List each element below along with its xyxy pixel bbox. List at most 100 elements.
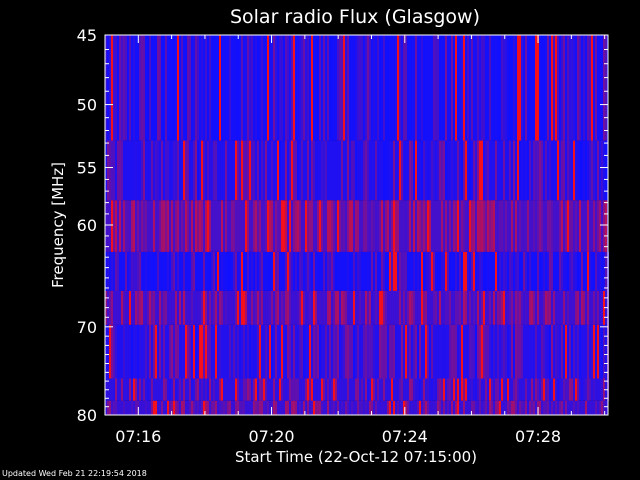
heatmap-cell bbox=[197, 400, 199, 415]
heatmap-cell bbox=[371, 378, 373, 401]
heatmap-cell bbox=[455, 200, 457, 252]
heatmap-cell bbox=[239, 140, 241, 201]
heatmap-cell bbox=[347, 35, 349, 141]
heatmap-cell bbox=[217, 251, 219, 291]
heatmap-cell bbox=[127, 200, 129, 252]
heatmap-cell bbox=[327, 290, 329, 325]
heatmap-cell bbox=[393, 324, 395, 379]
heatmap-cell bbox=[503, 251, 505, 291]
heatmap-cell bbox=[489, 200, 491, 252]
heatmap-cell bbox=[501, 378, 503, 401]
heatmap-cell bbox=[367, 35, 369, 141]
heatmap-cell bbox=[405, 35, 407, 141]
heatmap-cell bbox=[305, 378, 307, 401]
heatmap-cell bbox=[357, 35, 359, 141]
heatmap-cell bbox=[581, 290, 583, 325]
heatmap-cell bbox=[281, 35, 283, 141]
heatmap-cell bbox=[229, 324, 231, 379]
heatmap-cell bbox=[589, 251, 591, 291]
heatmap-cell bbox=[319, 290, 321, 325]
heatmap-cell bbox=[333, 324, 335, 379]
heatmap-cell bbox=[139, 378, 141, 401]
heatmap-cell bbox=[267, 324, 269, 379]
heatmap-cell bbox=[403, 200, 405, 252]
heatmap-cell bbox=[153, 140, 155, 201]
heatmap-cell bbox=[239, 324, 241, 379]
heatmap-cell bbox=[569, 324, 571, 379]
heatmap-cell bbox=[157, 251, 159, 291]
heatmap-cell bbox=[481, 35, 483, 141]
heatmap-cell bbox=[453, 378, 455, 401]
heatmap-cell bbox=[133, 35, 135, 141]
heatmap-cell bbox=[391, 251, 393, 291]
heatmap-cell bbox=[417, 324, 419, 379]
heatmap-cell bbox=[109, 400, 111, 415]
heatmap-cell bbox=[187, 324, 189, 379]
heatmap-cell bbox=[425, 251, 427, 291]
heatmap-cell bbox=[485, 400, 487, 415]
heatmap-cell bbox=[455, 378, 457, 401]
heatmap-cell bbox=[263, 400, 265, 415]
heatmap-cell bbox=[491, 140, 493, 201]
heatmap-cell bbox=[195, 378, 197, 401]
heatmap-cell bbox=[283, 200, 285, 252]
heatmap-cell bbox=[443, 251, 445, 291]
heatmap-cell bbox=[595, 400, 597, 415]
heatmap-cell bbox=[581, 378, 583, 401]
heatmap-cell bbox=[119, 290, 121, 325]
heatmap-cell bbox=[565, 140, 567, 201]
heatmap-cell bbox=[275, 400, 277, 415]
heatmap-cell bbox=[593, 378, 595, 401]
heatmap-cell bbox=[485, 140, 487, 201]
heatmap-cell bbox=[213, 378, 215, 401]
heatmap-cell bbox=[419, 378, 421, 401]
heatmap-cell bbox=[365, 378, 367, 401]
heatmap-cell bbox=[143, 35, 145, 141]
heatmap-cell bbox=[567, 200, 569, 252]
heatmap-cell bbox=[561, 324, 563, 379]
heatmap-cell bbox=[287, 378, 289, 401]
heatmap-cell bbox=[283, 290, 285, 325]
heatmap-cell bbox=[307, 140, 309, 201]
heatmap-cell bbox=[221, 35, 223, 141]
heatmap-cell bbox=[241, 35, 243, 141]
heatmap-cell bbox=[521, 324, 523, 379]
heatmap-cell bbox=[517, 290, 519, 325]
heatmap-cell bbox=[553, 140, 555, 201]
heatmap-cell bbox=[123, 200, 125, 252]
heatmap-cell bbox=[509, 140, 511, 201]
heatmap-cell bbox=[605, 200, 607, 252]
heatmap-cell bbox=[517, 35, 519, 141]
heatmap-cell bbox=[181, 400, 183, 415]
heatmap-cell bbox=[163, 140, 165, 201]
heatmap-cell bbox=[177, 324, 179, 379]
heatmap-cell bbox=[525, 378, 527, 401]
heatmap-cell bbox=[519, 35, 521, 141]
heatmap-cell bbox=[257, 140, 259, 201]
heatmap-cell bbox=[445, 251, 447, 291]
heatmap-cell bbox=[185, 35, 187, 141]
heatmap-cell bbox=[215, 35, 217, 141]
heatmap-cell bbox=[587, 290, 589, 325]
heatmap-cell bbox=[161, 200, 163, 252]
heatmap-cell bbox=[485, 378, 487, 401]
heatmap-cell bbox=[473, 400, 475, 415]
heatmap-cell bbox=[485, 200, 487, 252]
heatmap-cell bbox=[585, 400, 587, 415]
heatmap-cell bbox=[355, 140, 357, 201]
heatmap-cell bbox=[509, 251, 511, 291]
heatmap-cell bbox=[297, 200, 299, 252]
heatmap-cell bbox=[593, 35, 595, 141]
heatmap-cell bbox=[177, 290, 179, 325]
heatmap-cell bbox=[367, 324, 369, 379]
heatmap-cell bbox=[331, 200, 333, 252]
heatmap-cell bbox=[115, 200, 117, 252]
heatmap-cell bbox=[207, 35, 209, 141]
heatmap-cell bbox=[225, 324, 227, 379]
heatmap-cell bbox=[393, 140, 395, 201]
heatmap-cell bbox=[329, 35, 331, 141]
heatmap-cell bbox=[251, 35, 253, 141]
heatmap-cell bbox=[447, 200, 449, 252]
heatmap-cell bbox=[191, 200, 193, 252]
heatmap-cell bbox=[521, 200, 523, 252]
